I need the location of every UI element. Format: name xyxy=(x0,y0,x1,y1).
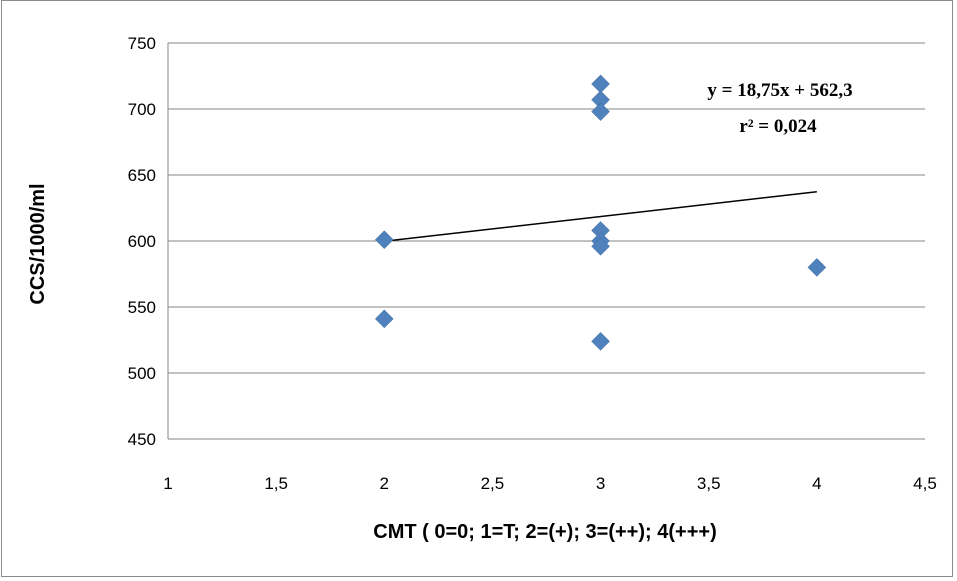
data-point xyxy=(807,258,827,277)
x-tick-label: 2,5 xyxy=(481,474,505,493)
y-tick-label: 650 xyxy=(128,166,156,185)
x-tick-label: 4,5 xyxy=(913,474,937,493)
y-tick-label: 700 xyxy=(128,100,156,119)
x-tick-label: 2 xyxy=(380,474,389,493)
y-tick-label: 450 xyxy=(128,430,156,449)
y-tick-label: 550 xyxy=(128,298,156,317)
data-point xyxy=(591,331,610,351)
y-tick-label: 600 xyxy=(128,232,156,251)
trendline-group xyxy=(384,191,817,243)
trendline-equation: y = 18,75x + 562,3 xyxy=(707,80,852,101)
data-point xyxy=(591,236,610,256)
x-tick-label: 1,5 xyxy=(264,474,288,493)
x-tick-label: 3 xyxy=(596,474,605,493)
y-tick-label: 500 xyxy=(128,364,156,383)
data-points xyxy=(374,74,827,351)
x-axis-title: CMT ( 0=0; 1=T; 2=(+); 3=(++); 4(+++) xyxy=(373,521,716,543)
data-point xyxy=(374,230,394,250)
data-point xyxy=(591,74,610,94)
data-point xyxy=(591,102,610,121)
trendline xyxy=(384,191,817,243)
x-tick-labels: 1 1,5 2 2,5 3 3,5 4 4,5 xyxy=(163,474,937,493)
gridlines xyxy=(168,42,925,374)
x-tick-label: 3,5 xyxy=(697,474,721,493)
x-tick-label: 1 xyxy=(163,474,172,493)
axes xyxy=(167,43,925,440)
x-tick-label: 4 xyxy=(812,474,821,493)
y-tick-label: 750 xyxy=(128,34,156,53)
trendline-r2: r² = 0,024 xyxy=(739,116,817,137)
data-point xyxy=(374,309,394,329)
y-axis-title: CCS/1000/ml xyxy=(27,183,49,304)
y-tick-labels: 450 500 550 600 650 700 750 xyxy=(128,34,156,449)
